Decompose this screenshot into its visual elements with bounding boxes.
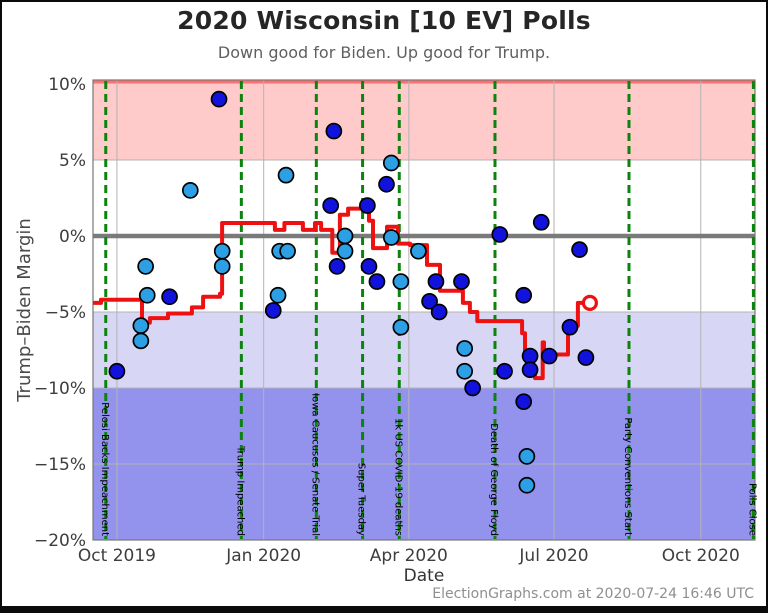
poll-dot: [328, 258, 346, 275]
poll-dot: [540, 347, 558, 365]
poll-dot: [138, 286, 156, 304]
event-label: Pelosi Backs Impeachment: [99, 402, 110, 536]
poll-dot: [322, 197, 340, 214]
x-tick-label: Apr 2020: [370, 546, 448, 566]
poll-dot: [382, 154, 400, 172]
poll-dot: [521, 361, 539, 379]
band-strong-trump-edge: [93, 80, 755, 84]
x-tick-label: Jul 2020: [518, 546, 588, 566]
event-label: Iowa Caucuses / Senate Trial: [309, 393, 320, 536]
poll-dot: [137, 258, 154, 275]
y-tick-label: −10%: [34, 379, 86, 399]
poll-dot: [368, 273, 386, 290]
poll-dot: [496, 362, 513, 380]
poll-dot: [392, 273, 410, 290]
poll-dot: [518, 448, 536, 465]
poll-dot: [279, 242, 296, 260]
y-tick-label: 5%: [59, 151, 86, 171]
y-tick-label: −15%: [34, 455, 86, 475]
poll-dot: [132, 317, 150, 335]
band-weak-biden: [93, 311, 755, 388]
poll-dot: [456, 362, 474, 380]
poll-dot: [336, 227, 354, 245]
poll-dot: [521, 347, 539, 365]
poll-dot: [336, 242, 354, 260]
poll-dot: [359, 197, 376, 214]
y-tick-label: −5%: [45, 303, 86, 323]
poll-dot: [108, 362, 126, 380]
average-end-marker: [581, 294, 598, 311]
poll-dot: [577, 349, 595, 366]
poll-dot: [382, 229, 400, 246]
poll-dot: [453, 273, 470, 290]
poll-dot: [181, 182, 199, 199]
x-tick-label: Jan 2020: [225, 546, 301, 566]
poll-dot: [571, 241, 588, 258]
x-tick-label: Oct 2020: [662, 546, 740, 566]
y-tick-label: 0%: [59, 227, 86, 247]
poll-dot: [161, 288, 178, 306]
poll-dot: [132, 332, 150, 350]
poll-dot: [515, 393, 533, 411]
plot-border: [92, 79, 756, 541]
poll-dot: [325, 122, 343, 140]
poll-dot: [532, 213, 550, 231]
poll-dot: [269, 286, 287, 304]
band-weak-trump: [93, 83, 755, 160]
poll-dot: [464, 379, 482, 397]
x-tick-label: Oct 2019: [78, 546, 156, 566]
event-label: Trump Impeached: [234, 445, 245, 536]
poll-dot: [427, 273, 445, 290]
poll-dot: [277, 166, 295, 184]
poll-dot: [410, 242, 427, 260]
event-label: Death of George Floyd: [488, 423, 499, 536]
attribution: ElectionGraphs.com at 2020-07-24 16:46 U…: [432, 586, 754, 602]
poll-dot: [213, 258, 231, 275]
poll-dot: [518, 476, 536, 494]
poll-dot: [392, 318, 410, 336]
x-axis-title: Date: [403, 566, 445, 586]
poll-dot: [213, 242, 231, 260]
y-tick-label: 10%: [48, 75, 86, 95]
poll-dot: [210, 90, 228, 108]
poll-dot: [561, 318, 579, 336]
poll-dot: [264, 302, 282, 319]
poll-dot: [491, 226, 509, 243]
event-label: Super Tuesday: [356, 463, 367, 536]
y-tick-label: −20%: [34, 531, 86, 551]
poll-dot: [421, 292, 438, 310]
poll-dot: [456, 340, 474, 357]
poll-dot: [360, 258, 378, 275]
poll-dot: [515, 286, 533, 304]
chart-subtitle: Down good for Biden. Up good for Trump.: [217, 43, 551, 62]
poll-dot: [430, 303, 448, 321]
event-label: 1k US COVID-19 deaths: [392, 418, 403, 536]
poll-dot: [378, 175, 395, 193]
event-label: Party Conventions Start: [622, 417, 633, 536]
event-label: Polls Close: [746, 483, 757, 536]
chart-title: 2020 Wisconsin [10 EV] Polls: [177, 6, 591, 35]
